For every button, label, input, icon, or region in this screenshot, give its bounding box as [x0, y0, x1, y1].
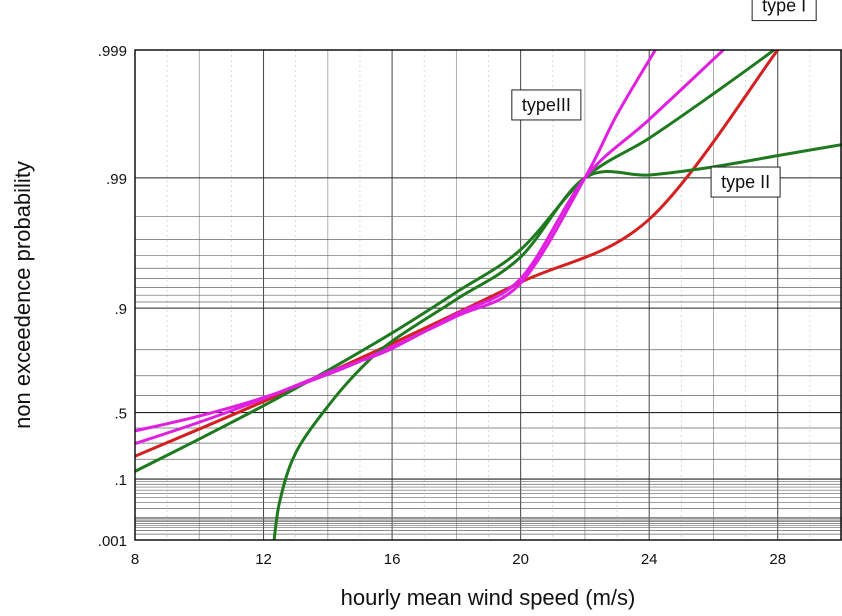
series-line-3 [272, 143, 842, 540]
x-tick-label: 28 [769, 551, 786, 568]
annotation-label: type I [762, 0, 806, 16]
y-tick-label: .5 [114, 406, 127, 423]
annotation-box: type I [751, 0, 817, 22]
annotation-label: type II [721, 172, 770, 192]
series-line-5 [135, 50, 658, 433]
y-tick-label: .1 [114, 472, 127, 489]
y-tick-label: .001 [98, 533, 127, 550]
plot-frame [134, 49, 842, 541]
series-line-1 [135, 50, 780, 458]
x-tick-label: 16 [384, 551, 401, 568]
annotations: type I typeIII type II [511, 0, 817, 198]
x-tick-label: 24 [641, 551, 658, 568]
y-tick-label: .9 [114, 301, 127, 318]
annotation-box: typeIII [511, 89, 582, 121]
grid [134, 49, 842, 541]
tick-labels: 8 12 16 20 24 28 .001 .1 .5 .9 .99 .999 [98, 43, 786, 568]
x-tick-label: 20 [512, 551, 529, 568]
x-axis-title: hourly mean wind speed (m/s) [341, 585, 636, 610]
annotation-box: type II [710, 166, 781, 198]
annotation-label: typeIII [522, 95, 571, 115]
x-tick-label: 12 [255, 551, 272, 568]
y-tick-label: .99 [106, 171, 127, 188]
series-line-4 [135, 50, 726, 446]
y-tick-label: .999 [98, 43, 127, 60]
x-tick-label: 8 [131, 551, 139, 568]
y-axis-title: non exceedence probability [10, 161, 35, 429]
